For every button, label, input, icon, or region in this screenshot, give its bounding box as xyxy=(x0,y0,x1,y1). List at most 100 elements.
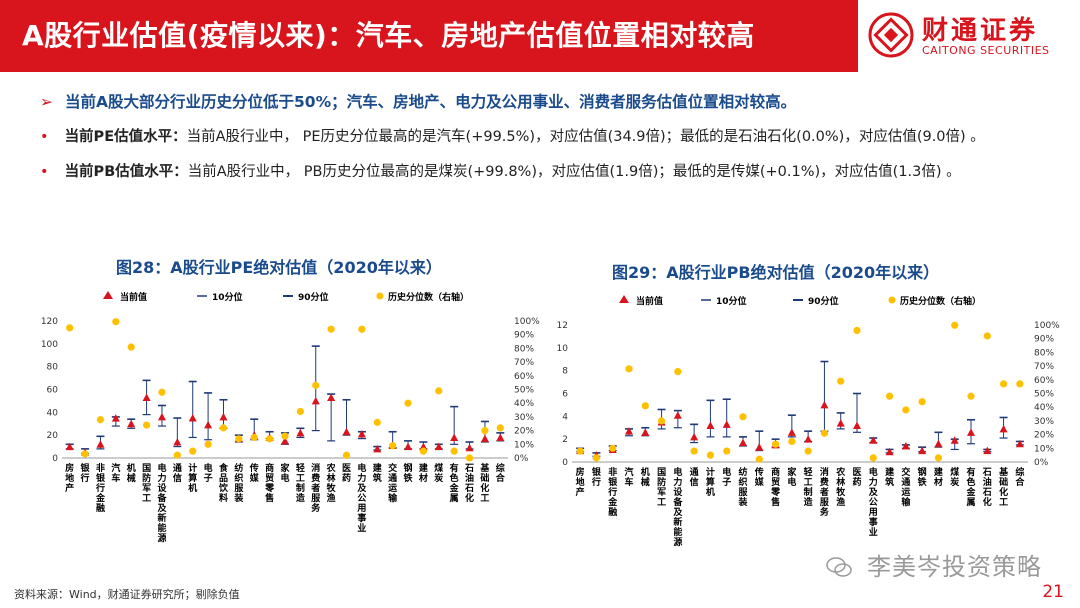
current-value-marker xyxy=(157,412,166,421)
x-tick-label: 钢铁 xyxy=(404,462,413,484)
y-right-tick-label: 80% xyxy=(514,344,534,354)
watermark: 李美岑投资策略 xyxy=(867,553,1042,581)
percentile-dot xyxy=(281,432,289,440)
current-value-marker xyxy=(755,443,764,451)
x-tick-label: 基础化工 xyxy=(479,462,490,504)
x-tick-label: 建材 xyxy=(418,462,429,484)
y-right-tick-label: 10% xyxy=(1034,444,1054,454)
page-title: A股行业估值(疫情以来)：汽车、房地产估值位置相对较高 xyxy=(22,19,755,52)
chart-title-pb: 图29：A股行业PB绝对估值（2020年以来） xyxy=(612,263,940,282)
percentile-dot xyxy=(327,325,335,333)
percentile-dot xyxy=(951,321,959,329)
wechat-icon xyxy=(826,557,852,577)
x-tick-label: 有色金属 xyxy=(449,462,460,504)
y-left-tick-label: 12 xyxy=(557,321,568,331)
x-tick-label: 房地产 xyxy=(65,462,74,494)
percentile-dot xyxy=(173,451,181,459)
percentile-dot xyxy=(250,433,258,442)
x-tick-label: 消费者服务 xyxy=(310,462,321,514)
y-right-tick-label: 100% xyxy=(514,317,540,327)
current-value-marker xyxy=(173,438,182,446)
x-tick-label: 煤炭 xyxy=(950,466,959,488)
key-point: ➢ 当前A股大部分行业历史分位低于50%；汽车、房地产、电力及公用事业、消费者服务… xyxy=(40,90,796,112)
percentile-dot xyxy=(609,444,617,452)
key-point-text: 当前A股大部分行业历史分位低于50%；汽车、房地产、电力及公用事业、消费者服务估… xyxy=(65,93,797,111)
y-left-tick-label: 80 xyxy=(47,363,59,373)
percentile-dot xyxy=(690,447,698,455)
percentile-dot xyxy=(389,442,397,450)
x-tick-label: 商贸零售 xyxy=(264,462,275,504)
current-value-marker xyxy=(836,419,845,427)
x-tick-label: 汽车 xyxy=(111,462,120,484)
y-right-tick-label: 50% xyxy=(1034,390,1054,400)
percentile-dot xyxy=(918,398,926,406)
legend-p10-label: 10分位 xyxy=(716,295,747,307)
legend-percentile-label: 历史分位数（右轴） xyxy=(900,295,981,307)
y-right-tick-label: 90% xyxy=(1034,335,1054,345)
pb-bullet: • 当前PB估值水平：当前A股行业中， PB历史分位最高的是煤炭(+99.8%)，… xyxy=(40,160,961,181)
legend-p90-label: 90分位 xyxy=(298,291,329,303)
brand-name-cn: 财通证券 xyxy=(922,16,1039,46)
percentile-dot xyxy=(481,427,489,435)
current-value-marker xyxy=(404,442,413,451)
y-right-tick-label: 40% xyxy=(1034,403,1054,413)
percentile-dot xyxy=(592,454,601,462)
current-value-marker xyxy=(281,436,289,445)
current-value-marker xyxy=(311,396,320,405)
y-left-tick-label: 120 xyxy=(41,317,58,327)
x-tick-label: 银行 xyxy=(80,462,91,484)
percentile-dot xyxy=(373,418,381,426)
y-right-tick-label: 100% xyxy=(1034,321,1060,331)
current-value-marker xyxy=(96,440,105,448)
y-right-tick-label: 0% xyxy=(1034,458,1049,468)
percentile-dot xyxy=(189,447,197,455)
pb-text: 当前A股行业中， PB历史分位最高的是煤炭(+99.8%)，对应估值(1.9倍)… xyxy=(187,164,961,180)
percentile-dot xyxy=(934,454,943,462)
y-right-tick-label: 80% xyxy=(1034,348,1054,358)
percentile-dot xyxy=(219,424,228,432)
y-left-tick-label: 20 xyxy=(47,431,59,441)
source-note: 资料来源：Wind，财通证券研究所；剔除负值 xyxy=(14,588,240,601)
x-tick-label: 建筑 xyxy=(373,462,383,484)
legend-percentile-marker xyxy=(376,292,384,300)
current-value-marker xyxy=(373,444,382,453)
y-left-tick-label: 2 xyxy=(562,435,568,445)
x-tick-label: 非银行金融 xyxy=(607,466,618,518)
percentile-dot xyxy=(1016,380,1024,388)
y-right-tick-label: 20% xyxy=(1034,431,1054,441)
x-tick-label: 家电 xyxy=(787,466,797,488)
current-value-marker xyxy=(465,443,474,452)
percentile-dot xyxy=(853,326,861,335)
legend-current-marker xyxy=(619,295,629,303)
current-value-marker xyxy=(739,438,747,447)
y-left-tick-label: 60 xyxy=(47,386,59,396)
y-right-tick-label: 0% xyxy=(514,454,529,464)
current-value-marker xyxy=(327,393,336,401)
percentile-dot xyxy=(127,343,135,351)
percentile-dot xyxy=(358,325,366,333)
y-left-tick-label: 6 xyxy=(562,390,568,400)
x-tick-label: 电力设备及新能源 xyxy=(672,466,683,548)
chart-title-pe: 图28：A股行业PE绝对估值（2020年以来） xyxy=(116,258,442,277)
percentile-dot xyxy=(999,380,1008,388)
y-right-tick-label: 70% xyxy=(514,358,534,368)
y-right-tick-label: 20% xyxy=(514,427,534,437)
x-tick-label: 计算机 xyxy=(706,466,715,498)
y-right-tick-label: 50% xyxy=(514,386,534,396)
x-tick-label: 计算机 xyxy=(188,462,197,494)
percentile-dot xyxy=(804,447,812,455)
percentile-dot xyxy=(788,437,796,446)
percentile-dot xyxy=(837,377,845,385)
current-value-marker xyxy=(885,447,894,456)
current-value-marker xyxy=(673,411,682,419)
current-value-marker xyxy=(204,420,213,429)
percentile-dot xyxy=(869,454,877,462)
x-tick-label: 通信 xyxy=(690,466,699,488)
current-value-marker xyxy=(853,421,861,429)
x-tick-label: 有色金属 xyxy=(965,466,976,508)
current-value-marker xyxy=(641,428,650,436)
percentile-dot xyxy=(723,447,731,455)
x-tick-label: 建筑 xyxy=(885,466,895,488)
x-tick-label: 农林牧渔 xyxy=(326,462,337,504)
x-tick-label: 电力及公用事业 xyxy=(868,466,879,538)
